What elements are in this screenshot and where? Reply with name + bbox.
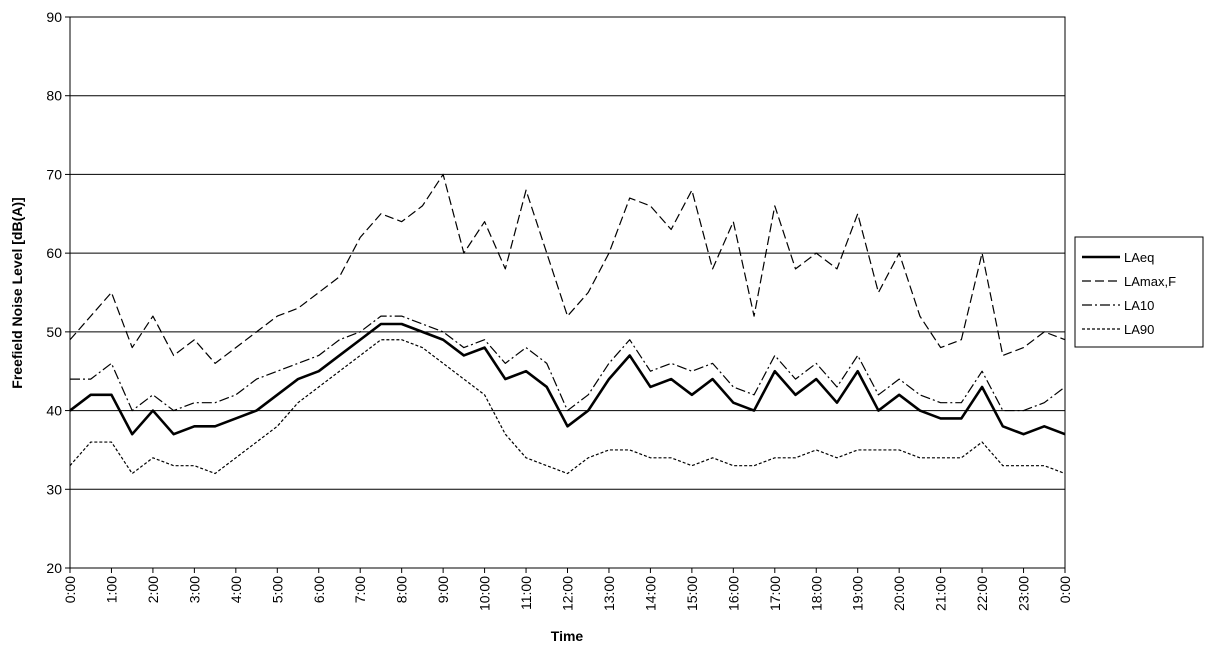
y-tick-label: 70 xyxy=(46,166,62,182)
series-la90 xyxy=(69,339,1066,475)
x-tick-label: 3:00 xyxy=(186,576,202,603)
series-line xyxy=(69,339,1066,475)
y-axis-title: Freefield Noise Level [dB(A)] xyxy=(9,197,25,388)
series-line xyxy=(69,173,1066,364)
x-tick-label: 5:00 xyxy=(269,576,285,603)
y-tick-label: 30 xyxy=(46,481,62,497)
x-tick-label: 0:00 xyxy=(62,576,78,603)
x-tick-label: 2:00 xyxy=(145,576,161,603)
x-tick-label: 8:00 xyxy=(394,576,410,603)
y-tick-label: 20 xyxy=(46,560,62,576)
series-line xyxy=(70,315,1066,412)
x-tick-label: 0:00 xyxy=(1057,576,1073,603)
x-tick-label: 21:00 xyxy=(933,576,949,611)
series-lines xyxy=(69,173,1066,475)
x-tick-label: 10:00 xyxy=(477,576,493,611)
y-tick-label: 60 xyxy=(46,245,62,261)
series-line xyxy=(69,322,1066,436)
legend-label: LAmax,F xyxy=(1124,274,1176,289)
y-tick-label: 40 xyxy=(46,403,62,419)
x-axis-ticks: 0:00 1:00 2:00 3:00 4:00 5:00 6:00 7:00 8:00 9:00… xyxy=(62,568,1073,611)
x-tick-label: 18:00 xyxy=(808,576,824,611)
x-tick-label: 11:00 xyxy=(518,576,534,610)
x-tick-label: 14:00 xyxy=(642,576,658,611)
x-tick-label: 17:00 xyxy=(767,576,783,611)
legend: LAeq LAmax,F LA10 LA90 xyxy=(1074,236,1204,348)
y-axis-ticks: 20 30 40 50 60 70 80 90 xyxy=(46,9,70,576)
legend-label: LA10 xyxy=(1124,298,1154,313)
series-lamax-f xyxy=(69,173,1066,364)
x-tick-label: 1:00 xyxy=(103,576,119,603)
x-tick-label: 22:00 xyxy=(974,576,990,611)
y-tick-label: 90 xyxy=(46,9,62,25)
x-tick-label: 16:00 xyxy=(725,576,741,611)
y-tick-label: 80 xyxy=(46,88,62,104)
legend-box xyxy=(1074,236,1204,348)
series-laeq xyxy=(69,322,1066,436)
y-tick-label: 50 xyxy=(46,324,62,340)
x-tick-label: 13:00 xyxy=(601,576,617,611)
x-tick-label: 7:00 xyxy=(352,576,368,603)
x-tick-label: 6:00 xyxy=(311,576,327,603)
legend-label: LAeq xyxy=(1124,250,1154,265)
x-tick-label: 15:00 xyxy=(684,576,700,611)
x-tick-label: 9:00 xyxy=(435,576,451,603)
x-tick-label: 12:00 xyxy=(560,576,576,611)
legend-label: LA90 xyxy=(1124,322,1154,337)
x-tick-label: 19:00 xyxy=(850,576,866,611)
x-axis-title: Time xyxy=(551,628,584,644)
x-tick-label: 20:00 xyxy=(891,576,907,611)
series-la10 xyxy=(70,315,1066,412)
x-tick-label: 23:00 xyxy=(1016,576,1032,611)
x-tick-label: 4:00 xyxy=(228,576,244,603)
